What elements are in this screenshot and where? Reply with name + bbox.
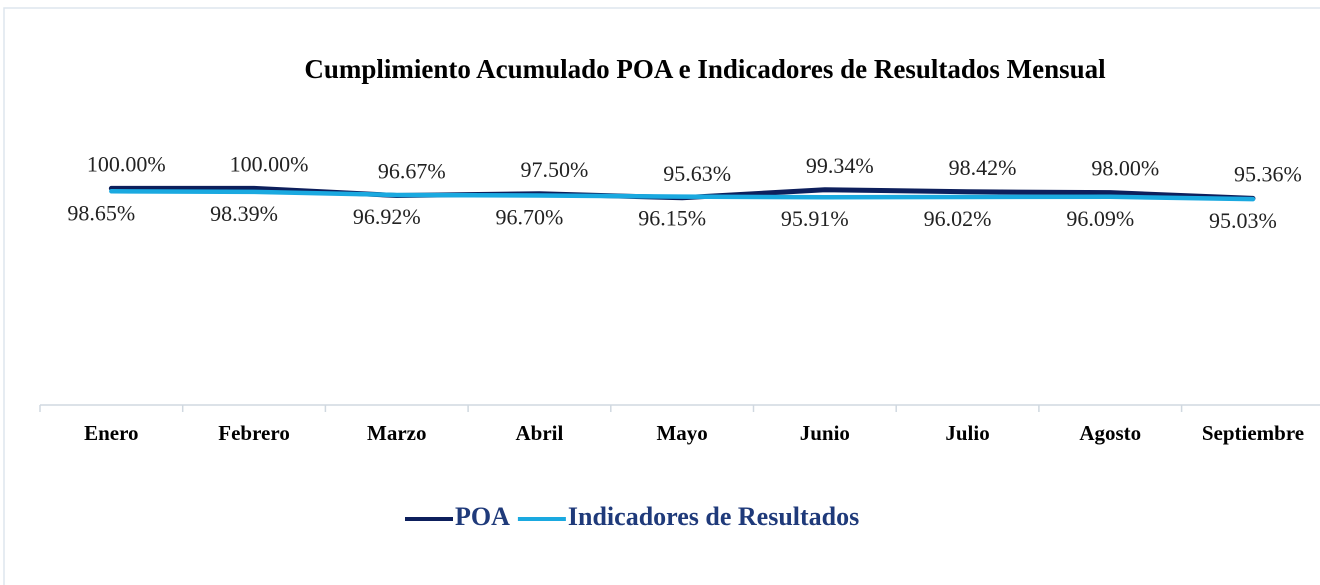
data-label: 96.09%: [1066, 206, 1134, 231]
x-tick-label: Abril: [516, 421, 564, 445]
data-label: 98.39%: [210, 201, 278, 226]
legend-label: Indicadores de Resultados: [568, 502, 859, 531]
data-label: 96.02%: [924, 206, 992, 231]
x-tick-label: Mayo: [656, 421, 707, 445]
series-line: [109, 189, 1256, 202]
x-tick-label: Febrero: [218, 421, 290, 445]
data-label: 98.65%: [67, 200, 135, 225]
x-tick-label: Agosto: [1079, 421, 1141, 445]
data-label: 96.92%: [353, 204, 421, 229]
x-tick-label: Junio: [800, 421, 850, 445]
data-label: 95.36%: [1234, 161, 1302, 186]
legend-label: POA: [455, 502, 510, 531]
data-label: 95.91%: [781, 206, 849, 231]
x-tick-label: Julio: [945, 421, 989, 445]
chart-frame: [3, 7, 1320, 585]
data-label: 98.42%: [949, 155, 1017, 180]
chart-title: Cumplimiento Acumulado POA e Indicadores…: [304, 54, 1106, 84]
x-tick-label: Septiembre: [1202, 421, 1304, 445]
data-label: 96.15%: [638, 206, 706, 231]
data-label: 100.00%: [87, 151, 166, 176]
data-label: 97.50%: [521, 157, 589, 182]
x-tick-label: Enero: [84, 421, 138, 445]
x-tick-label: Marzo: [367, 421, 426, 445]
data-label: 96.67%: [378, 159, 446, 184]
data-label: 99.34%: [806, 153, 874, 178]
data-label: 95.63%: [663, 161, 731, 186]
data-label: 100.00%: [230, 151, 309, 176]
data-label: 96.70%: [496, 205, 564, 230]
legend: POA Indicadores de Resultados: [405, 502, 859, 531]
data-label: 98.00%: [1091, 156, 1159, 181]
data-label: 95.03%: [1209, 208, 1277, 233]
